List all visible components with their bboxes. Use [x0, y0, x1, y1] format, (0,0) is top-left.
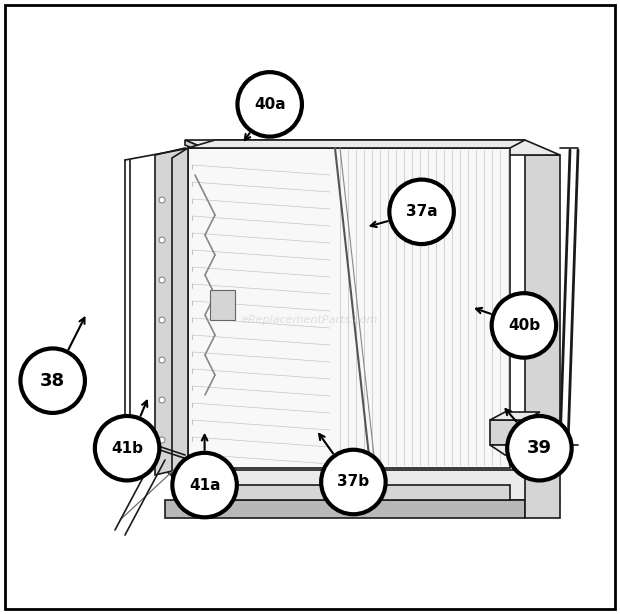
Circle shape	[159, 317, 165, 323]
Polygon shape	[155, 148, 185, 475]
Text: 39: 39	[527, 439, 552, 457]
Text: 40a: 40a	[254, 97, 286, 112]
Polygon shape	[525, 470, 560, 518]
Circle shape	[492, 293, 556, 358]
Circle shape	[159, 437, 165, 443]
Circle shape	[321, 449, 386, 515]
Circle shape	[95, 416, 159, 481]
Circle shape	[172, 453, 237, 518]
Polygon shape	[490, 412, 540, 420]
Polygon shape	[490, 420, 525, 445]
Circle shape	[159, 357, 165, 363]
Text: 41a: 41a	[189, 478, 220, 492]
Text: 38: 38	[40, 371, 65, 390]
Polygon shape	[188, 140, 525, 148]
Circle shape	[237, 72, 302, 137]
Polygon shape	[185, 140, 560, 155]
Text: 41b: 41b	[111, 441, 143, 456]
Text: 37b: 37b	[337, 475, 370, 489]
Polygon shape	[165, 470, 560, 500]
Polygon shape	[180, 485, 510, 500]
Polygon shape	[172, 148, 188, 478]
Polygon shape	[188, 148, 510, 468]
Circle shape	[389, 179, 454, 244]
Text: eReplacementParts.com: eReplacementParts.com	[242, 315, 378, 325]
Polygon shape	[210, 290, 235, 320]
Text: 40b: 40b	[508, 318, 540, 333]
Polygon shape	[185, 140, 220, 160]
Circle shape	[507, 416, 572, 481]
Circle shape	[159, 397, 165, 403]
Circle shape	[159, 277, 165, 283]
Text: 37a: 37a	[405, 204, 438, 219]
Circle shape	[159, 197, 165, 203]
Polygon shape	[490, 445, 540, 455]
Polygon shape	[525, 155, 560, 470]
Circle shape	[20, 348, 85, 413]
Circle shape	[159, 237, 165, 243]
Polygon shape	[165, 500, 525, 518]
